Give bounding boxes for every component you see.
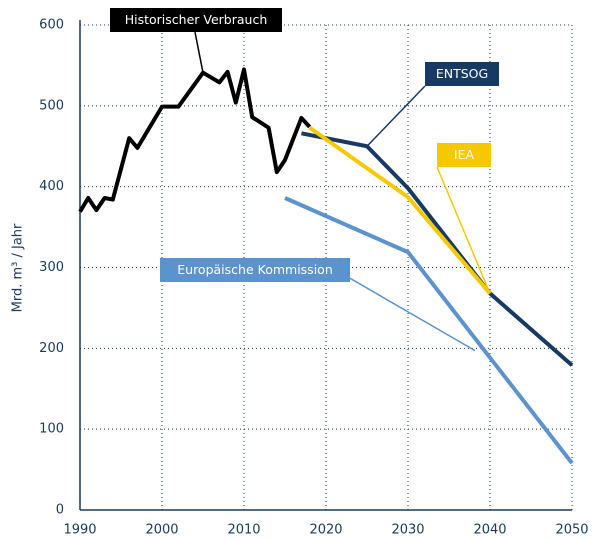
y-tick-label: 200 [39, 341, 64, 356]
y-axis-label: Mrd. m³ / Jahr [11, 223, 26, 312]
x-tick-label: 2010 [227, 523, 260, 538]
y-tick-label: 300 [39, 260, 64, 275]
series-line [284, 196, 574, 465]
y-tick-label: 100 [39, 422, 64, 437]
leader-line [366, 85, 426, 147]
x-tick-label: 2040 [473, 523, 506, 538]
legend-box [110, 8, 282, 32]
legend-label: IEA [454, 147, 475, 162]
x-tick-label: 2050 [555, 523, 588, 538]
series-line [78, 67, 312, 213]
series-line [308, 126, 492, 295]
legend-label: Historischer Verbrauch [125, 12, 268, 27]
x-tick-label: 2000 [145, 523, 178, 538]
y-tick-label: 0 [56, 503, 64, 518]
legend-label: Europäische Kommission [177, 262, 333, 277]
y-tick-label: 600 [39, 18, 64, 33]
leader-line [436, 166, 491, 294]
legend-label: ENTSOG [436, 66, 488, 81]
legend-box [425, 62, 499, 86]
leader-line [194, 31, 204, 73]
legend-box [437, 143, 491, 167]
y-tick-label: 400 [39, 179, 64, 194]
x-tick-label: 2020 [309, 523, 342, 538]
series-line [301, 131, 574, 367]
x-tick-label: 2030 [391, 523, 424, 538]
x-tick-label: 1990 [63, 523, 96, 538]
y-tick-label: 500 [39, 98, 64, 113]
legend-box [160, 258, 350, 282]
